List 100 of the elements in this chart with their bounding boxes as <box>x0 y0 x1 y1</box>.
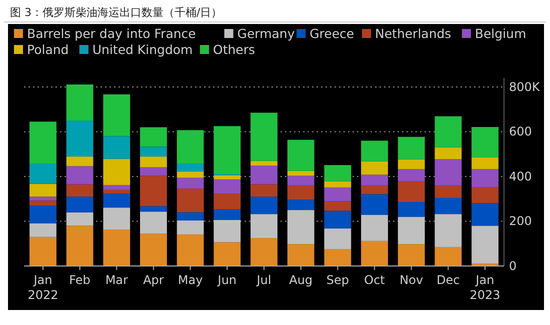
x-tick-label: Sep <box>326 273 349 287</box>
x-tick-label: May <box>178 273 203 287</box>
bar <box>66 184 94 197</box>
bar <box>30 236 56 266</box>
y-tick-label: 800K <box>509 80 541 94</box>
bar <box>140 156 167 168</box>
chart-title: 图 3：俄罗斯柴油海运出口数量（千桶/日） <box>10 6 222 19</box>
bar <box>176 130 204 164</box>
bar <box>176 234 204 266</box>
bar <box>140 234 167 266</box>
bar <box>30 196 56 201</box>
bar <box>176 188 204 212</box>
x-tick-label: Nov <box>400 273 424 287</box>
bar <box>287 185 314 200</box>
bar <box>434 147 462 160</box>
bar <box>434 246 462 266</box>
bar <box>398 159 425 170</box>
bar <box>361 185 388 194</box>
bar <box>103 94 130 136</box>
legend-label: Netherlands <box>375 26 452 41</box>
bar <box>66 196 94 212</box>
bar <box>324 165 352 182</box>
bar <box>434 214 462 247</box>
bar <box>361 174 388 186</box>
bar <box>250 160 278 166</box>
bar <box>287 140 314 171</box>
bar <box>361 161 388 175</box>
y-tick-label: 400 <box>509 169 532 184</box>
legend-label: Belgium <box>474 26 526 41</box>
bar <box>324 201 352 211</box>
bar <box>434 159 462 186</box>
bar <box>140 206 167 212</box>
bar <box>434 198 462 214</box>
bar <box>434 185 462 198</box>
bar <box>214 193 241 210</box>
bar <box>324 181 352 188</box>
x-tick-label: Jan 2022 <box>28 273 58 302</box>
bar <box>103 230 130 266</box>
legend-label: Greece <box>310 26 354 41</box>
bar <box>250 112 278 161</box>
bar <box>66 156 94 166</box>
bar <box>30 122 56 164</box>
x-tick-label: Feb <box>69 273 90 287</box>
bar <box>30 223 56 237</box>
bar <box>214 242 241 266</box>
bar <box>472 169 498 187</box>
y-tick-label: 200 <box>509 214 532 228</box>
bar <box>30 184 56 197</box>
bar <box>214 209 241 220</box>
bar <box>250 214 278 238</box>
bar <box>66 120 94 157</box>
bar <box>287 244 314 266</box>
x-tick-label: Jul <box>256 273 272 287</box>
bar <box>214 175 241 180</box>
bar <box>434 116 462 148</box>
bar <box>103 184 130 190</box>
legend-label: Poland <box>27 42 69 57</box>
bar <box>472 186 498 204</box>
bar <box>361 214 388 241</box>
bar <box>103 208 130 230</box>
bar <box>287 176 314 186</box>
bar <box>324 187 352 202</box>
bar <box>176 163 204 172</box>
bar <box>398 181 425 202</box>
bar <box>176 178 204 189</box>
bar <box>361 140 388 162</box>
bar <box>140 212 167 234</box>
bar <box>287 170 314 176</box>
bar <box>398 202 425 217</box>
bar <box>250 184 278 197</box>
bar <box>30 163 56 184</box>
x-tick-label: Jan 2023 <box>470 273 500 302</box>
x-tick-label: Dec <box>436 273 460 287</box>
bar <box>214 220 241 242</box>
bar <box>176 220 204 234</box>
bar <box>472 157 498 170</box>
bar <box>361 240 388 266</box>
bar <box>250 196 278 214</box>
bar <box>176 212 204 220</box>
bar <box>103 190 130 194</box>
bar <box>30 200 56 206</box>
x-tick-label: Mar <box>105 273 128 287</box>
bar <box>361 194 388 215</box>
bar <box>140 127 167 147</box>
bar <box>30 206 56 224</box>
bar <box>140 176 167 206</box>
y-tick-label: 600 <box>509 124 532 139</box>
bar <box>398 244 425 266</box>
legend-label: United Kingdom <box>92 42 193 57</box>
legend-label: Barrels per day into France <box>27 26 196 41</box>
legend-label: Others <box>213 42 256 57</box>
bar <box>250 238 278 266</box>
bar <box>472 203 498 226</box>
bar <box>472 127 498 158</box>
bar <box>176 172 204 178</box>
bar <box>324 210 352 228</box>
bar <box>103 193 130 208</box>
bar <box>472 226 498 264</box>
legend-label: Germany <box>237 26 296 41</box>
bar <box>324 228 352 249</box>
